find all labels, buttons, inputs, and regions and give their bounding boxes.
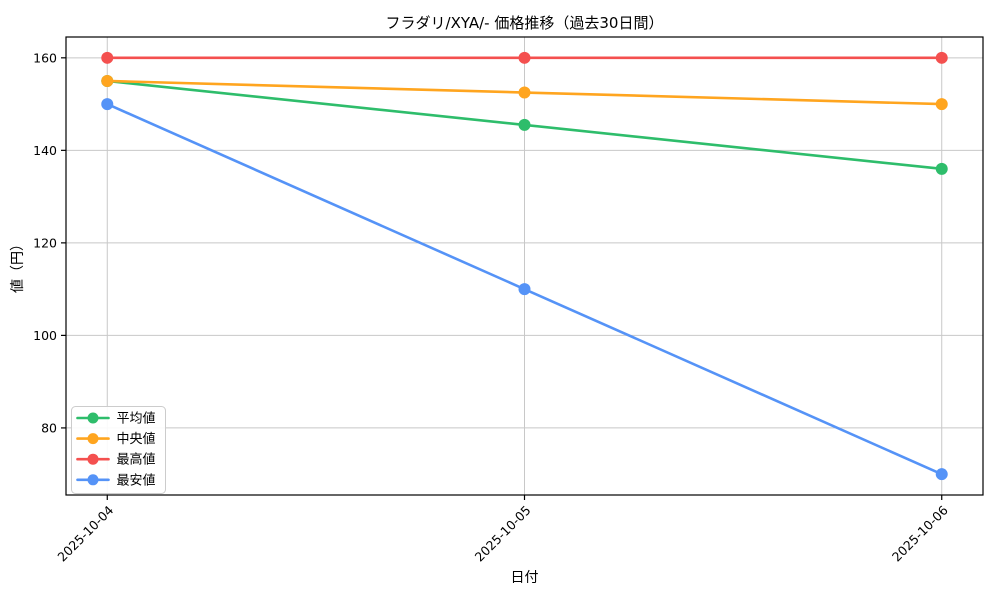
legend-item-label: 最高値 bbox=[117, 452, 156, 468]
series-point bbox=[935, 98, 948, 111]
y-tick-label: 140 bbox=[33, 143, 57, 158]
series-point bbox=[101, 98, 114, 111]
legend-item-label: 平均値 bbox=[117, 411, 156, 427]
legend-marker bbox=[87, 433, 99, 445]
series-point bbox=[935, 162, 948, 175]
legend-marker bbox=[87, 453, 99, 465]
y-axis-label: 値（円） bbox=[10, 237, 26, 293]
legend-item-label: 中央値 bbox=[117, 431, 156, 447]
series-point bbox=[935, 468, 948, 481]
series-point bbox=[518, 51, 531, 64]
series-point bbox=[101, 74, 114, 87]
y-tick-label: 120 bbox=[33, 235, 57, 250]
y-tick-label: 80 bbox=[41, 420, 57, 435]
legend-box bbox=[71, 406, 166, 494]
series-point bbox=[518, 118, 531, 131]
legend-marker bbox=[87, 412, 99, 424]
x-tick-label: 2025-10-05 bbox=[472, 503, 534, 565]
y-tick-label: 100 bbox=[33, 328, 57, 343]
series-point bbox=[935, 51, 948, 64]
legend-item-label: 最安値 bbox=[117, 472, 156, 488]
y-tick-label: 160 bbox=[33, 50, 57, 65]
x-tick-label: 2025-10-04 bbox=[54, 502, 116, 564]
series-point bbox=[518, 86, 531, 99]
x-tick-label: 2025-10-06 bbox=[889, 502, 951, 564]
series-point bbox=[518, 283, 531, 296]
series-point bbox=[101, 51, 114, 64]
legend-marker bbox=[87, 474, 99, 486]
chart-title: フラダリ/XYA/- 価格推移（過去30日間） bbox=[385, 14, 664, 32]
x-axis-label: 日付 bbox=[510, 570, 539, 586]
